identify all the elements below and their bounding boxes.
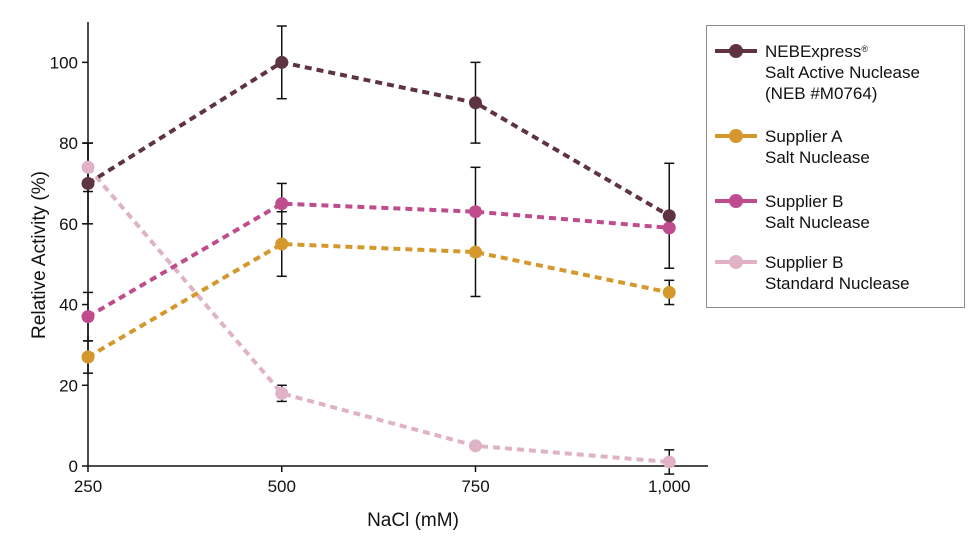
data-point <box>662 285 676 299</box>
data-point <box>81 310 95 324</box>
legend-label-line: Salt Nuclease <box>765 148 870 167</box>
y-axis-title: Relative Activity (%) <box>29 171 50 339</box>
legend-label: Supplier B Standard Nuclease <box>765 252 910 294</box>
data-point <box>275 386 289 400</box>
data-point <box>469 96 482 110</box>
legend-label: Supplier B Salt Nuclease <box>765 191 870 233</box>
legend-swatch <box>715 252 757 272</box>
legend-label-line: NEBExpress® <box>765 42 869 61</box>
x-tick-label: 250 <box>74 477 102 496</box>
legend-label-line: Standard Nuclease <box>765 274 910 293</box>
data-point <box>662 221 676 235</box>
x-axis-title: NaCl (mM) <box>367 510 459 531</box>
data-point <box>275 55 289 69</box>
data-point <box>275 197 289 211</box>
x-tick-label: 500 <box>268 477 296 496</box>
legend-label-line: Supplier B <box>765 192 844 211</box>
x-tick-label: 1,000 <box>648 477 691 496</box>
y-tick-label: 40 <box>59 296 78 315</box>
series-lines <box>86 60 671 464</box>
series-line-3 <box>86 166 670 464</box>
x-ticks: 250 500 750 1,000 <box>74 466 691 496</box>
y-tick-label: 80 <box>59 134 78 153</box>
data-point <box>662 455 676 469</box>
legend: NEBExpress® Salt Active Nuclease (NEB #M07… <box>706 25 965 308</box>
y-tick-label: 0 <box>69 457 78 476</box>
legend-swatch <box>715 191 757 211</box>
legend-label-line: Salt Active Nuclease <box>765 63 920 82</box>
data-point <box>81 160 95 174</box>
series-line-2 <box>86 201 670 319</box>
legend-label-line: (NEB #M0764) <box>765 84 878 103</box>
series-line-1 <box>86 241 670 359</box>
legend-label-line: Salt Nuclease <box>765 213 870 232</box>
legend-item: NEBExpress® Salt Active Nuclease (NEB #M07… <box>715 41 920 104</box>
data-point <box>275 237 289 251</box>
y-ticks: 0 20 40 60 80 100 <box>50 53 88 476</box>
axes <box>87 22 708 467</box>
y-tick-label: 100 <box>50 53 78 72</box>
x-tick-label: 750 <box>461 477 489 496</box>
series-line-0 <box>86 60 671 218</box>
legend-label: NEBExpress® Salt Active Nuclease (NEB #M07… <box>765 41 920 104</box>
data-point <box>662 209 676 223</box>
legend-swatch-dot <box>729 44 743 58</box>
legend-label: Supplier A Salt Nuclease <box>765 126 870 168</box>
registered-mark: ® <box>861 44 869 54</box>
data-point <box>469 439 482 453</box>
legend-swatch-dot <box>729 194 743 208</box>
legend-swatch-dot <box>729 255 743 269</box>
data-point <box>81 176 95 190</box>
legend-swatch <box>715 126 757 146</box>
y-tick-label: 20 <box>59 376 78 395</box>
legend-label-line: Supplier B <box>765 253 844 272</box>
data-point <box>469 245 482 259</box>
legend-item: Supplier B Salt Nuclease <box>715 191 870 233</box>
legend-swatch-dot <box>729 129 743 143</box>
legend-item: Supplier A Salt Nuclease <box>715 126 870 168</box>
series-points <box>81 55 676 469</box>
data-point <box>469 205 482 219</box>
legend-label-line: Supplier A <box>765 127 843 146</box>
data-point <box>81 350 95 364</box>
legend-item: Supplier B Standard Nuclease <box>715 252 910 294</box>
error-bars <box>83 25 675 475</box>
legend-swatch <box>715 41 757 61</box>
y-tick-label: 60 <box>59 215 78 234</box>
